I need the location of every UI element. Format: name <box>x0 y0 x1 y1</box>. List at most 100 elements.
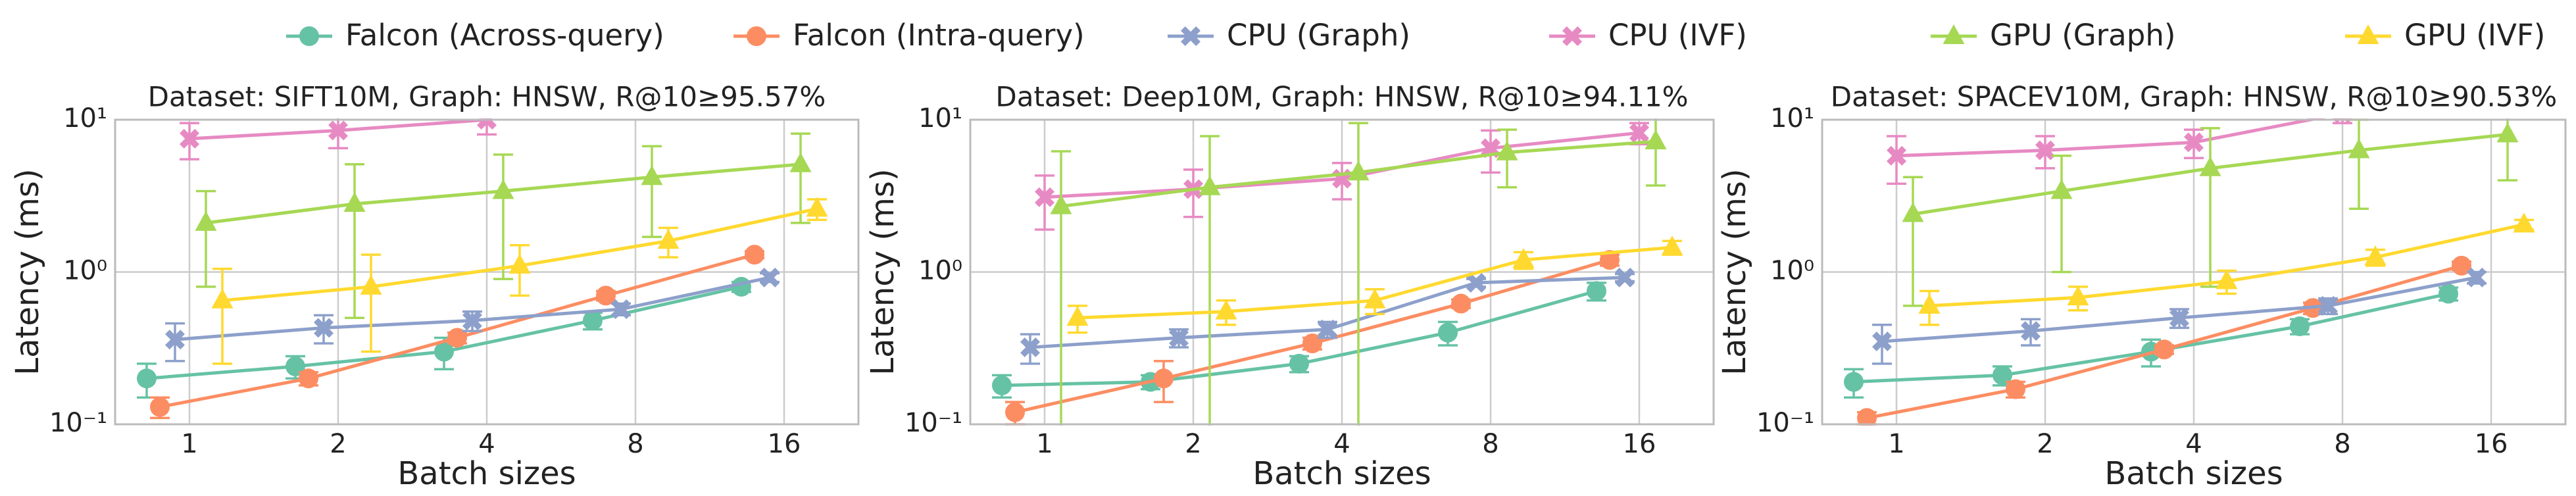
marker <box>299 368 318 389</box>
marker <box>1496 140 1518 161</box>
marker <box>1364 288 1386 309</box>
marker <box>2467 267 2487 287</box>
panel: Dataset: SPACEV10M, Graph: HNSW, R@10≥90… <box>1716 81 2567 492</box>
marker <box>2364 245 2387 266</box>
marker <box>992 375 1012 395</box>
marker <box>1629 122 1649 143</box>
marker <box>2318 295 2338 316</box>
marker <box>2496 122 2519 143</box>
marker <box>1020 337 1040 358</box>
y-tick-label: 10⁻¹ <box>49 408 107 438</box>
marker <box>195 211 217 231</box>
marker <box>1887 145 1906 166</box>
marker <box>1661 236 1683 256</box>
legend-label: CPU (IVF) <box>1608 18 1747 53</box>
error-bar <box>1349 122 1368 426</box>
plot <box>992 118 1683 426</box>
marker <box>137 368 157 389</box>
x-tick-label: 2 <box>1185 429 1201 459</box>
error-bar <box>791 132 810 224</box>
error-bar <box>1200 135 1220 426</box>
marker <box>1050 194 1072 214</box>
y-tick-label: 10⁻¹ <box>1756 408 1814 438</box>
error-bar <box>1035 174 1054 231</box>
marker <box>789 152 812 172</box>
error-bar <box>212 267 232 365</box>
y-tick-label: 10⁰ <box>918 256 962 286</box>
panel-title: Dataset: Deep10M, Graph: HNSW, R@10≥94.1… <box>995 81 1688 113</box>
error-bar <box>1646 118 1666 187</box>
x-tick-label: 4 <box>1333 429 1350 459</box>
x-tick-label: 16 <box>768 429 801 459</box>
error-bar <box>1051 150 1071 426</box>
marker <box>1302 333 1322 353</box>
marker <box>641 165 663 186</box>
x-axis-label: Batch sizes <box>2104 455 2283 492</box>
series-line <box>1896 118 2326 158</box>
marker <box>1902 202 1924 222</box>
marker <box>1169 328 1189 348</box>
marker <box>360 274 382 295</box>
marker <box>1615 267 1635 287</box>
marker <box>731 276 751 297</box>
marker <box>328 120 348 141</box>
marker <box>2006 379 2025 399</box>
y-tick-label: 10⁰ <box>63 256 107 286</box>
marker <box>657 229 680 249</box>
marker <box>299 26 319 46</box>
marker <box>2050 179 2073 199</box>
marker <box>1587 281 1606 301</box>
marker <box>1318 319 1337 339</box>
legend-label: GPU (Graph) <box>1990 18 2175 53</box>
x-tick-label: 1 <box>181 429 197 459</box>
marker <box>2513 212 2535 233</box>
x-tick-label: 16 <box>1623 429 1656 459</box>
error-bar <box>2052 155 2071 274</box>
y-tick-label: 10⁰ <box>1770 256 1814 286</box>
marker <box>1199 175 1221 195</box>
panel: Dataset: SIFT10M, Graph: HNSW, R@10≥95.5… <box>9 81 860 492</box>
marker <box>583 310 603 331</box>
marker <box>806 197 828 217</box>
y-tick-label: 10⁻¹ <box>904 408 962 438</box>
plot <box>1844 118 2535 426</box>
frame <box>969 118 1715 426</box>
legend-label: Falcon (Across-query) <box>345 18 664 53</box>
marker <box>1451 293 1471 314</box>
error-bar <box>361 253 381 353</box>
marker <box>2021 321 2041 341</box>
marker <box>1872 332 1892 352</box>
x-tick-label: 1 <box>1888 429 1904 459</box>
marker <box>1943 24 1965 44</box>
marker <box>1154 368 1174 389</box>
marker <box>434 341 454 362</box>
error-bar <box>196 189 216 288</box>
marker <box>2452 255 2471 276</box>
y-tick-label: 10¹ <box>63 103 107 134</box>
marker <box>447 328 467 348</box>
marker <box>611 299 631 320</box>
marker <box>2357 24 2379 44</box>
marker <box>1600 250 1620 270</box>
plot <box>137 118 828 420</box>
marker <box>1857 408 1877 426</box>
y-axis-label: Latency (ms) <box>864 168 901 375</box>
marker <box>314 318 334 338</box>
marker <box>1918 293 1941 314</box>
marker <box>150 397 170 417</box>
marker <box>2290 316 2310 337</box>
legend-label: Falcon (Intra-query) <box>793 18 1085 53</box>
marker <box>2216 269 2238 289</box>
error-bar <box>642 145 662 238</box>
legend-label: GPU (IVF) <box>2404 18 2545 53</box>
marker <box>2184 132 2204 153</box>
marker <box>343 191 366 212</box>
marker <box>180 128 199 149</box>
y-tick-label: 10¹ <box>918 103 962 134</box>
marker <box>1993 365 2012 385</box>
marker <box>1438 322 1458 343</box>
frame <box>1821 118 2567 426</box>
x-axis-label: Batch sizes <box>397 455 576 492</box>
y-axis-label: Latency (ms) <box>9 168 46 375</box>
